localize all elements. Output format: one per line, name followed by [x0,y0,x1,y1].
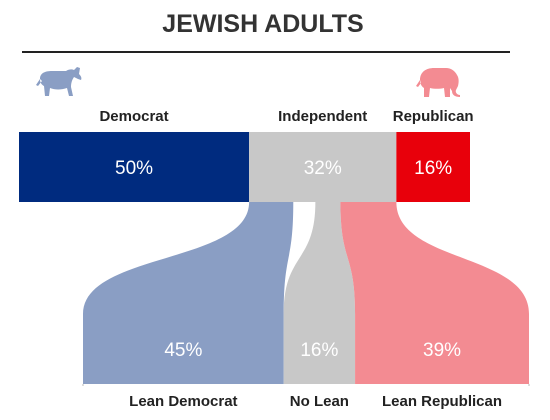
chart-title: JEWISH ADULTS [162,10,363,38]
category-label-lean-democrat: Lean Democrat [129,393,237,410]
category-label-independent: Independent [278,108,367,125]
value-label-no-lean: 16% [300,340,338,361]
value-label-independent: 32% [304,158,342,179]
donkey-icon [36,67,82,96]
category-label-democrat: Democrat [99,108,168,125]
funnel-lean-democrat [83,202,294,314]
category-label-lean-republican: Lean Republican [382,393,502,410]
value-label-lean-democrat: 45% [164,340,202,361]
bar-republican [396,132,470,202]
bar-lean-democrat [83,314,284,384]
elephant-icon [416,68,460,97]
value-label-lean-republican: 39% [423,340,461,361]
value-label-republican: 16% [414,158,452,179]
bar-independent [249,132,397,202]
bar-lean-republican [355,314,529,384]
funnel-no-lean [283,202,356,314]
value-label-democrat: 50% [115,158,153,179]
category-label-republican: Republican [393,108,474,125]
bar-no-lean [283,314,356,384]
bar-democrat [19,132,250,202]
funnel-lean-republican [340,202,529,314]
category-label-no-lean: No Lean [290,393,349,410]
